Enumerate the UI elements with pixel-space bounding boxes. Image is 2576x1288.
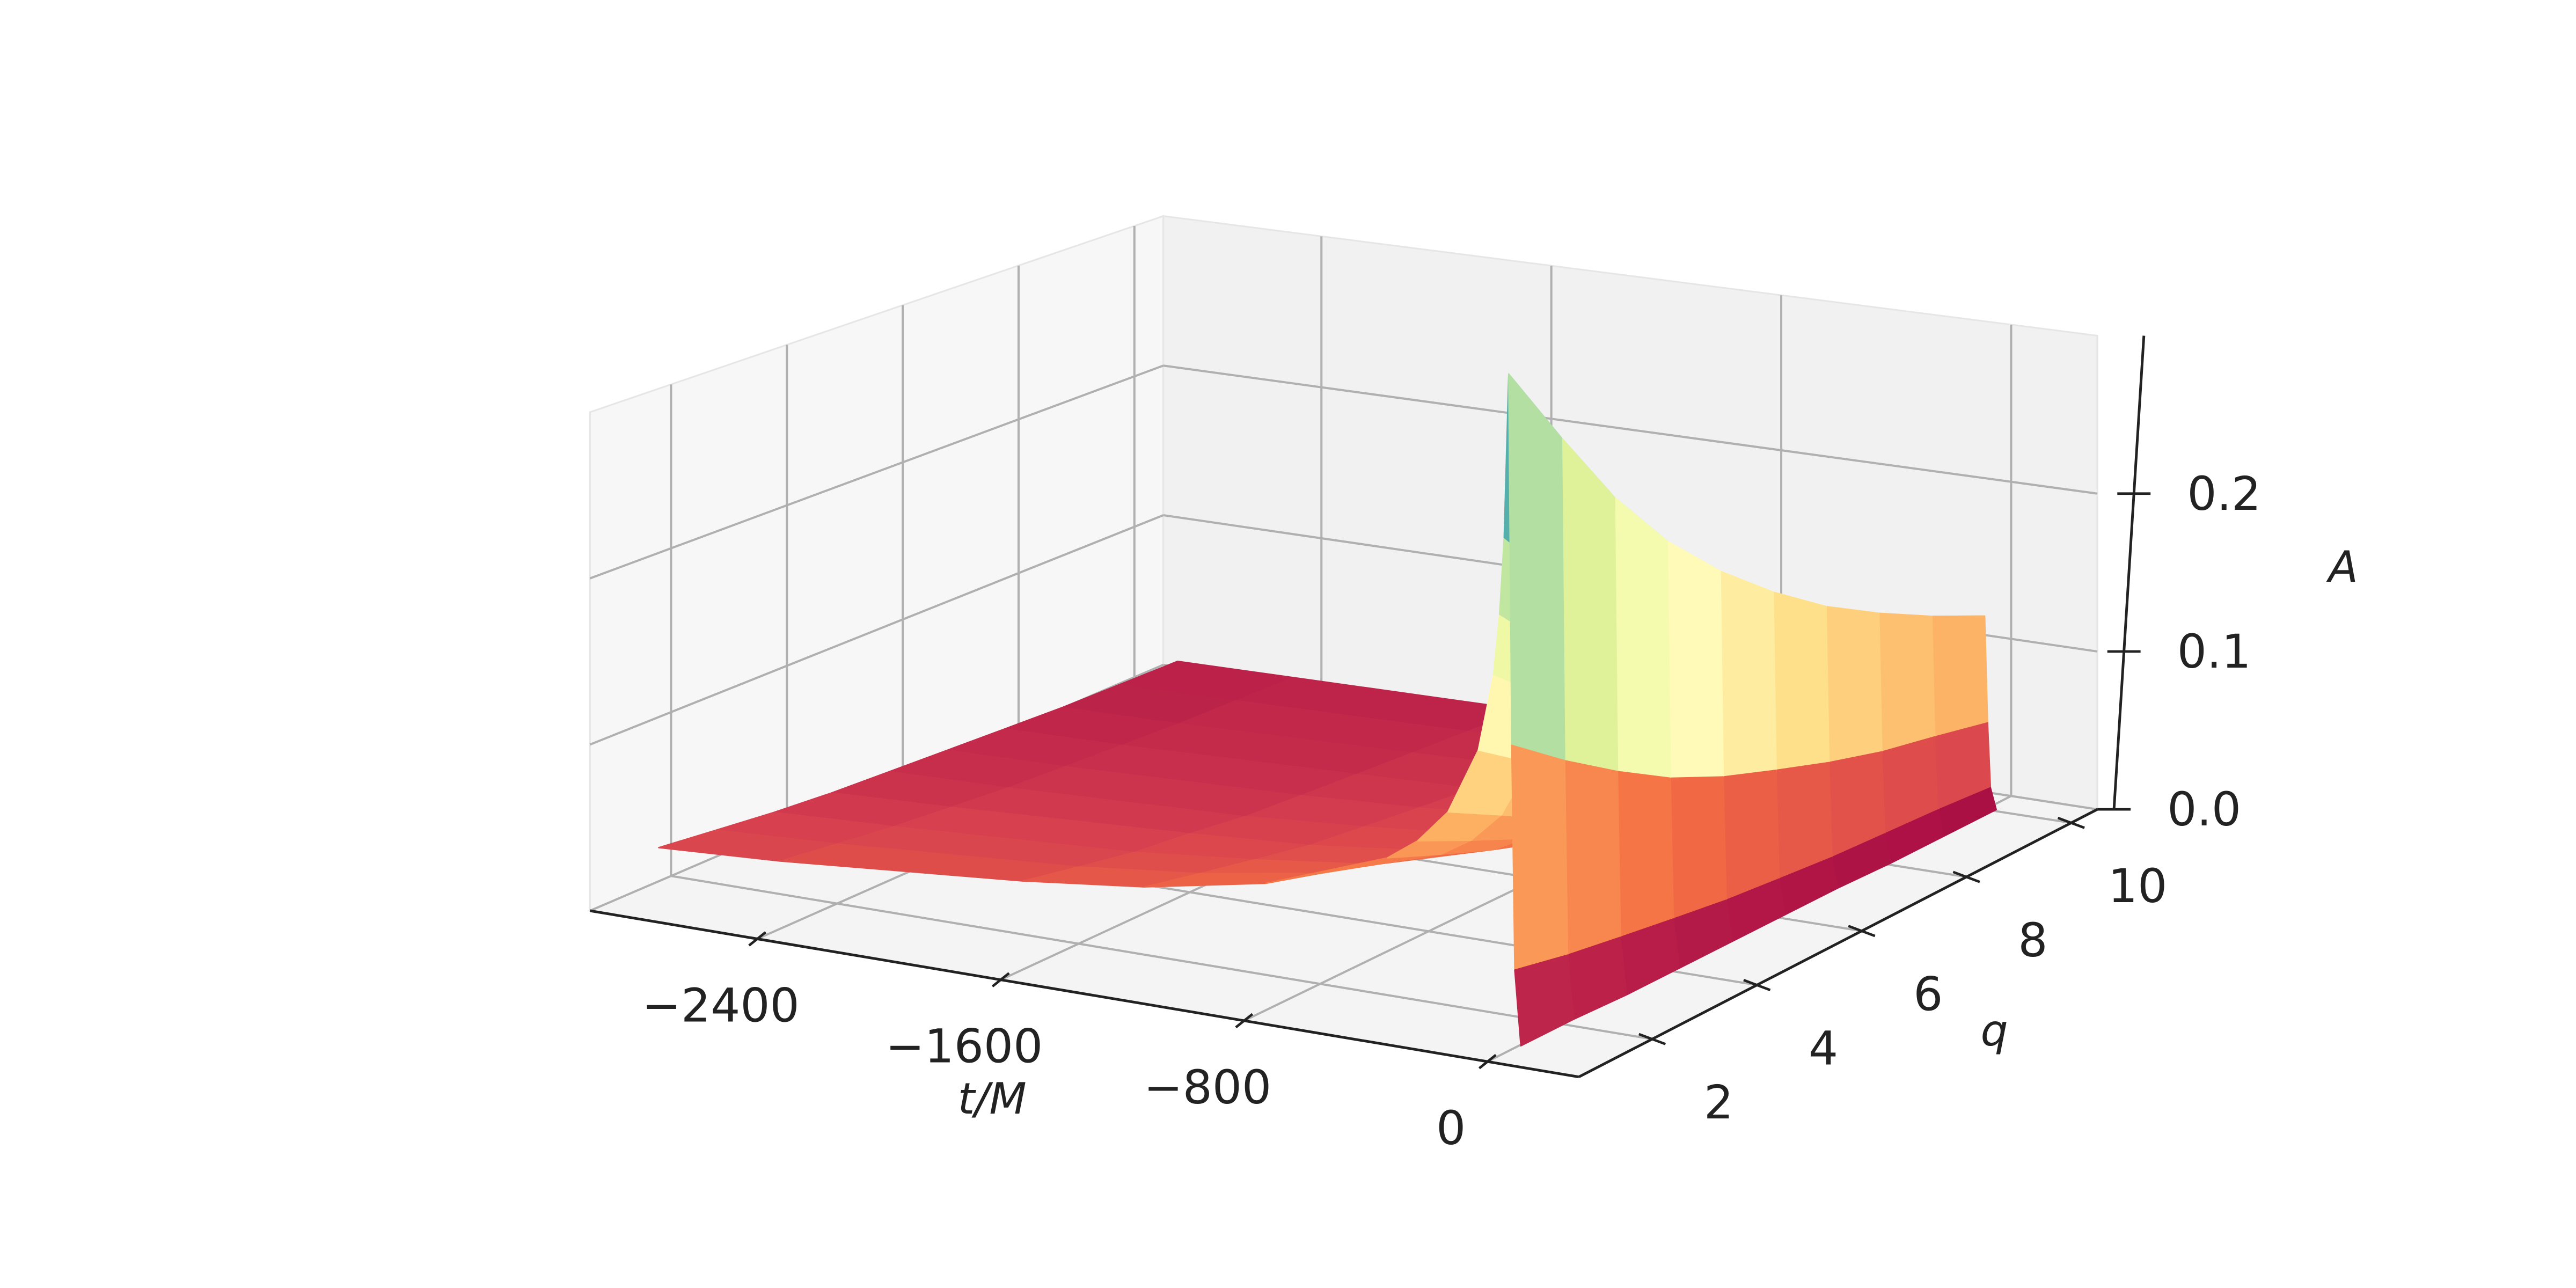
surface-patch [1614,496,1671,779]
surface-patch [1514,954,1575,1047]
surface-patch [1511,744,1569,971]
y-axis-label: q [1981,1005,2008,1056]
tick-mark [2057,816,2085,829]
z-tick-label: 0.1 [2177,625,2251,679]
tick-mark [1848,925,1876,938]
axis-line [2112,335,2146,810]
axis-line [1578,808,2098,1078]
y-tick-label: 4 [1809,1022,1838,1075]
tick-mark [1743,979,1771,991]
surface-patch [1564,760,1621,956]
tick-mark [1478,1053,1497,1070]
tick-mark [748,931,767,947]
surface-patch [1931,615,1988,738]
axis-line [589,909,1579,1079]
y-tick-label: 6 [1913,968,1943,1022]
y-tick-label: 8 [2018,914,2047,968]
grid-line [671,875,1652,1041]
surface-patch [1508,373,1565,762]
surface-patch [1825,605,1883,764]
x-tick-label: −2400 [642,979,799,1033]
grid-line [589,514,1164,746]
x-tick-label: −1600 [885,1020,1043,1074]
z-axis-label: A [2326,541,2358,592]
tick-mark [1638,1033,1666,1045]
tick-mark [991,972,1010,987]
x-tick-label: 0 [1436,1102,1466,1155]
surface-patch [1878,612,1936,753]
y-tick-label: 2 [1704,1076,1733,1130]
grid-line [589,364,1164,580]
x-tick-label: −800 [1144,1061,1271,1115]
grid-line [1163,364,2098,495]
surface-patch [1772,591,1830,771]
x-axis-label: t/M [958,1073,1027,1124]
z-tick-label: 0.0 [2167,783,2241,837]
y-tick-label: 10 [2108,860,2167,913]
surface-patch [1616,771,1674,938]
tick-mark [1235,1013,1254,1029]
z-tick-label: 0.2 [2187,467,2261,521]
surface-patch [1719,570,1777,778]
surface-patch [1722,770,1780,901]
tick-mark [1952,870,1980,883]
surface-patch [1670,776,1727,920]
surface-patch [1666,540,1724,779]
